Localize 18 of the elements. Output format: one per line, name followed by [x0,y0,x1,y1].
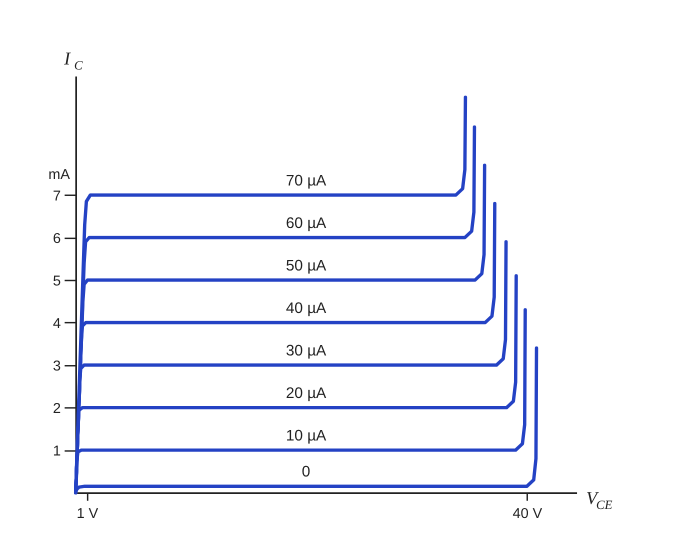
y-tick-label: 6 [52,230,61,247]
y-tick-label: 7 [52,188,61,204]
series-label: 20 µA [286,385,328,402]
series-label: 10 µA [286,428,328,445]
y-tick-label: 2 [52,400,61,417]
x-tick-label: 1 V [76,506,99,522]
series-label: 70 µA [286,172,328,190]
x-tick-label: 40 V [512,506,543,522]
series-label: 40 µA [286,300,328,318]
series-label: 30 µA [286,342,328,360]
y-tick-label: 5 [52,273,61,290]
y-tick-label: 1 [52,443,61,460]
series-label: 0 [302,464,310,481]
text: mA [48,166,70,183]
y-tick-label: 4 [52,316,61,332]
series-label: 50 µA [286,258,328,274]
y-tick-label: 3 [52,358,61,374]
series-label: 60 µA [286,214,328,232]
